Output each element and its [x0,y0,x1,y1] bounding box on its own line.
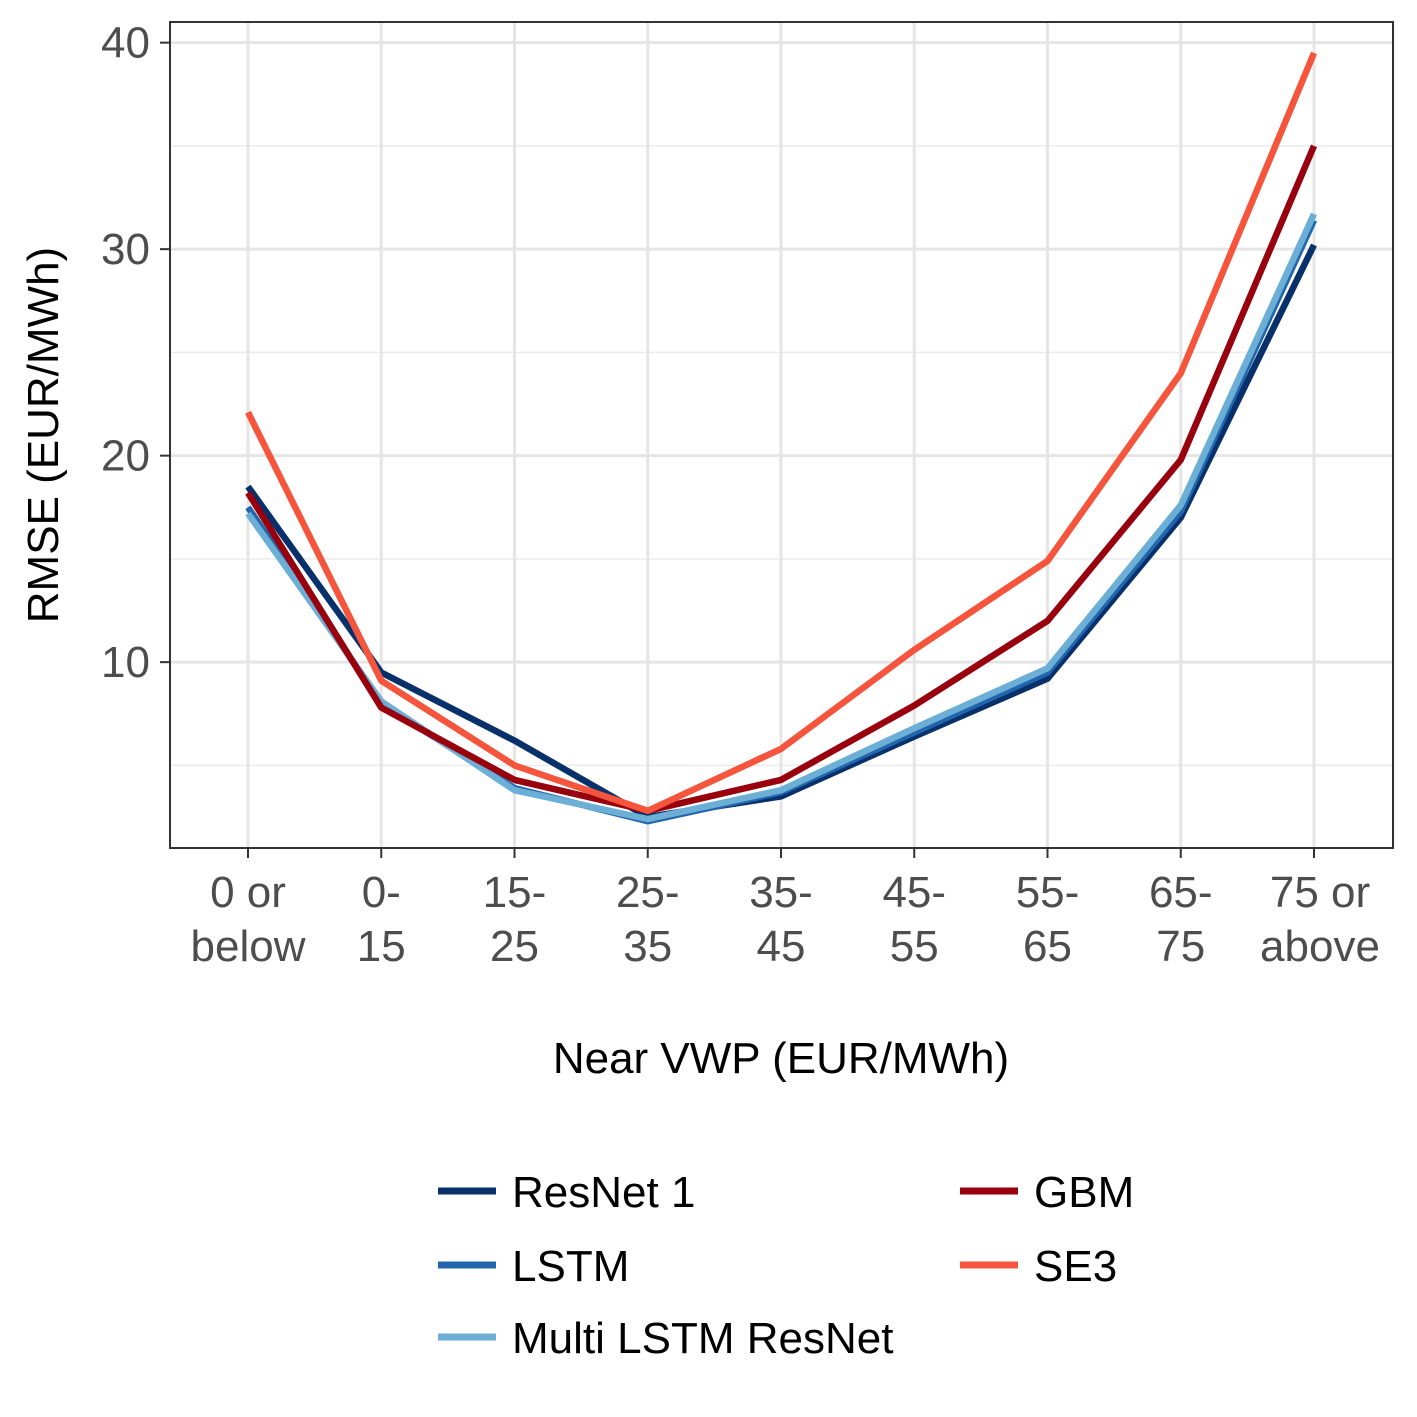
x-tick-label: 35 [623,922,672,971]
x-tick-label: 35- [749,868,813,917]
x-tick-label: 65- [1149,868,1213,917]
x-tick-label: 0- [362,868,401,917]
x-tick-label: 75 [1156,922,1205,971]
x-tick-label: 15- [483,868,547,917]
x-tick-label: 0 or [210,868,286,917]
legend-se3-label: SE3 [1034,1242,1117,1291]
y-tick-label: 20 [101,432,150,481]
x-tick-label: 15 [357,922,406,971]
x-tick-label: 45 [757,922,806,971]
series-line-gbm [245,144,1317,815]
x-tick-label: 75 or [1270,868,1370,917]
axes: 10 20 30 40 0 or below 0- 15 15- 25 25- 35 35- 45 45- 5… [101,19,1380,971]
x-tick-label: 55 [890,922,939,971]
legend-gbm-label: GBM [1034,1168,1134,1217]
legend-multi-lstm-resnet-label: Multi LSTM ResNet [512,1314,893,1363]
series-line-se3 [245,51,1318,815]
legend-lstm-label: LSTM [512,1242,629,1291]
grid-lines [170,22,1393,848]
series-line-resnet-1 [245,243,1317,821]
legend: ResNet 1 LSTM Multi LSTM ResNet GBM SE3 [438,1168,1134,1363]
x-tick-label: 25- [616,868,680,917]
y-tick-label: 40 [101,19,150,68]
x-tick-label: above [1260,922,1380,971]
y-axis-title: RMSE (EUR/MWh) [19,247,68,623]
x-tick-label: 45- [882,868,946,917]
x-tick-label: 65 [1023,922,1072,971]
y-tick-label: 30 [101,225,150,274]
x-axis-title: Near VWP (EUR/MWh) [553,1034,1009,1083]
x-tick-label: below [191,922,306,971]
series-lines [245,51,1318,825]
legend-resnet-1-label: ResNet 1 [512,1168,695,1217]
x-tick-label: 55- [1016,868,1080,917]
x-tick-label: 25 [490,922,539,971]
y-tick-label: 10 [101,638,150,687]
